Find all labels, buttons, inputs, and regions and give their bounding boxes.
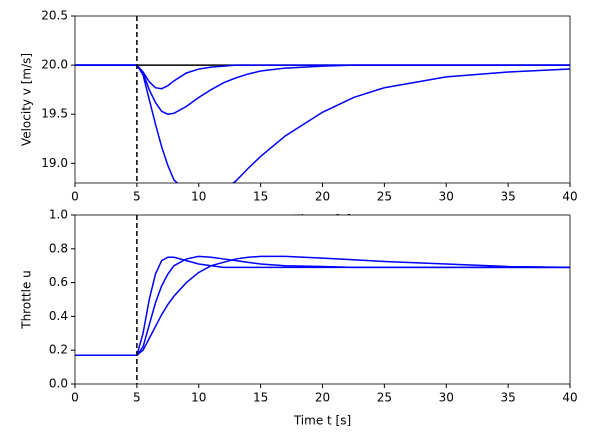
- y-axis-label: Throttle u: [20, 270, 34, 330]
- x-tick-label: 15: [253, 391, 268, 405]
- plot: [75, 215, 570, 384]
- x-tick-label: 15: [253, 190, 268, 204]
- x-tick-label: 40: [562, 190, 577, 204]
- x-tick-label: 25: [377, 190, 392, 204]
- y-tick-label: 19.0: [41, 156, 68, 170]
- y-tick-label: 1.0: [49, 208, 68, 222]
- plot: [75, 16, 570, 183]
- line: [75, 255, 570, 357]
- plot-area: [75, 16, 570, 183]
- x-tick-label: 35: [500, 190, 515, 204]
- x-tick-label: 0: [71, 190, 79, 204]
- x-tick-label: 5: [133, 391, 141, 405]
- y-tick-label: 20.5: [41, 9, 68, 23]
- y-tick-label: 0.6: [49, 275, 68, 289]
- x-tick-label: 0: [71, 391, 79, 405]
- line: [75, 255, 570, 357]
- x-tick-label: 40: [562, 391, 577, 405]
- y-axis-label: Velocity v [m/s]: [20, 53, 34, 146]
- plot-area: [75, 215, 570, 384]
- line: [75, 64, 570, 183]
- x-tick-label: 25: [377, 391, 392, 405]
- x-tick-label: 20: [315, 391, 330, 405]
- x-tick-label: 5: [133, 190, 141, 204]
- x-tick-label: 10: [191, 190, 206, 204]
- y-tick-label: 19.5: [41, 107, 68, 121]
- x-tick-label: 10: [191, 391, 206, 405]
- x-tick-label: 30: [439, 190, 454, 204]
- y-tick-label: 0.4: [49, 309, 68, 323]
- x-axis-label: Time t [s]: [293, 414, 351, 428]
- y-tick-label: 20.0: [41, 58, 68, 72]
- x-tick-label: 30: [439, 391, 454, 405]
- y-tick-label: 0.0: [49, 377, 68, 391]
- y-tick-label: 0.2: [49, 343, 68, 357]
- x-tick-label: 20: [315, 190, 330, 204]
- line: [75, 64, 570, 116]
- axes: 0 5 10 15 20 25 30 35 40 0.0 0.2 0.4 0.6 0.8 1.0 Time t…: [20, 208, 578, 428]
- y-tick-label: 0.8: [49, 241, 68, 255]
- x-tick-label: 35: [500, 391, 515, 405]
